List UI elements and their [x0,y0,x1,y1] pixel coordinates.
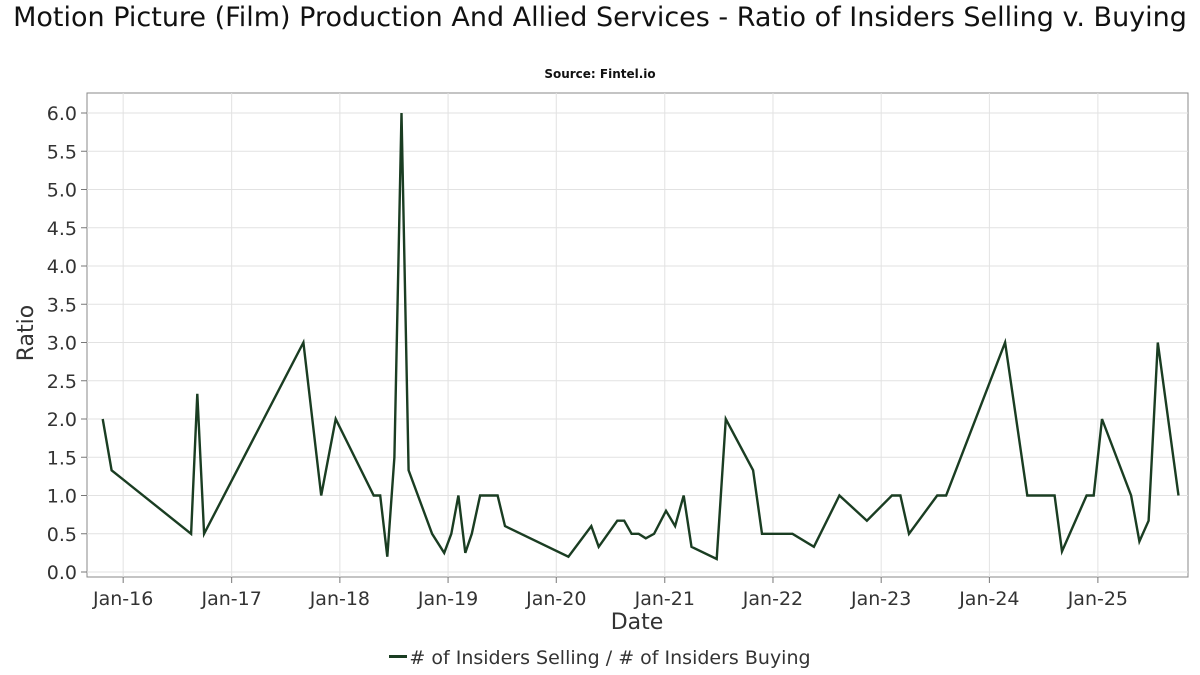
x-tick-label: Jan-23 [850,588,911,610]
y-axis-label: Ratio [14,305,39,361]
y-tick-label: 3.0 [47,333,77,355]
x-axis: Jan-16 Jan-17 Jan-18 Jan-19 Jan-20 Jan-21 Jan-… [92,577,1128,610]
x-tick-label: Jan-25 [1067,588,1128,610]
y-tick-label: 0.0 [47,562,77,584]
x-tick-label: Jan-18 [309,588,370,610]
y-tick-label: 4.5 [47,218,77,240]
legend: # of Insiders Selling / # of Insiders Bu… [0,647,1200,669]
y-tick-label: 2.5 [47,371,77,393]
y-tick-label: 1.0 [47,486,77,508]
chart-title: Motion Picture (Film) Production And All… [13,2,1187,33]
plot-area [86,92,1189,578]
x-axis-label: Date [611,610,664,635]
y-tick-label: 0.5 [47,524,77,546]
y-tick-label: 3.5 [47,294,77,316]
y-tick-label: 2.0 [47,409,77,431]
grid-lines [87,93,1188,577]
y-tick-label: 4.0 [47,256,77,278]
x-tick-label: Jan-20 [525,588,586,610]
x-tick-label: Jan-22 [742,588,803,610]
series-layer [101,112,1180,561]
y-axis: 0.0 0.5 1.0 1.5 2.0 2.5 3.0 3.5 4.0 4.5 5.0 5.5 6.0 [47,103,87,584]
legend-label: # of Insiders Selling / # of Insiders Bu… [409,647,811,669]
y-tick-label: 5.5 [47,141,77,163]
y-tick-label: 6.0 [47,103,77,125]
legend-swatch [389,655,408,658]
x-tick-label: Jan-16 [92,588,153,610]
x-tick-label: Jan-24 [958,588,1019,610]
y-tick-label: 5.0 [47,180,77,202]
y-tick-label: 1.5 [47,447,77,469]
x-tick-label: Jan-17 [201,588,262,610]
x-tick-label: Jan-19 [417,588,478,610]
chart-subtitle: Source: Fintel.io [544,67,656,81]
x-tick-label: Jan-21 [634,588,695,610]
